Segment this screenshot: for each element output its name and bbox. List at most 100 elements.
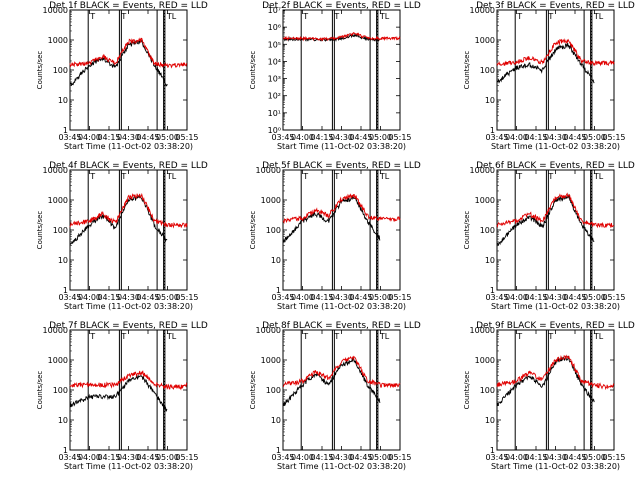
y-axis-label: Counts/sec: [36, 371, 44, 410]
y-tick-label: 10: [271, 256, 281, 265]
y-tick-label: 10: [58, 416, 68, 425]
x-axis-label: Start Time (11-Oct-02 03:38:20): [491, 142, 620, 151]
x-tick-label: 03:45: [485, 133, 508, 142]
marker-annotation: TL: [593, 332, 604, 341]
panel-title: Det 7f BLACK = Events, RED = LLD: [49, 321, 208, 331]
x-tick-label: 04:15: [524, 133, 547, 142]
series-events-line: [496, 355, 595, 407]
series-lld-line: [69, 370, 188, 391]
panel-title: Det 3f BLACK = Events, RED = LLD: [476, 1, 635, 11]
y-axis-label: Counts/sec: [36, 211, 44, 250]
series-events-line: [282, 195, 381, 244]
marker-annotation: T: [302, 12, 308, 21]
y-tick-label: 1000: [48, 196, 68, 205]
panel-8: Det 8f BLACK = Events, RED = LLD 1 10 100 10…: [249, 321, 421, 471]
x-axis-label: Start Time (11-Oct-02 03:38:20): [64, 462, 193, 471]
y-tick-label: 10⁷: [268, 6, 281, 15]
marker-annotation: TL: [166, 332, 177, 341]
x-tick-label: 04:15: [524, 453, 547, 462]
y-tick-label: 1000: [475, 356, 495, 365]
x-tick-label: 05:00: [583, 453, 606, 462]
marker-annotation: TL: [379, 332, 390, 341]
x-tick-label: 05:15: [175, 293, 198, 302]
plot-frame: [496, 169, 615, 291]
y-tick-label: 100: [266, 226, 281, 235]
y-tick-label: 100: [53, 66, 68, 75]
y-tick-label: 10⁰: [268, 126, 281, 135]
series-events-line: [282, 357, 381, 407]
series-lld-line: [283, 355, 401, 389]
x-tick-label: 04:30: [544, 133, 567, 142]
panel-title: Det 4f BLACK = Events, RED = LLD: [49, 161, 208, 171]
y-tick-label: 10000: [256, 166, 281, 175]
y-axis-label: Counts/sec: [463, 371, 471, 410]
x-tick-label: 04:30: [117, 453, 140, 462]
x-tick-label: 05:15: [175, 453, 198, 462]
plot-frame: [282, 329, 401, 451]
x-tick-label: 05:15: [388, 133, 411, 142]
y-tick-label: 10: [485, 416, 495, 425]
x-tick-label: 04:00: [78, 453, 101, 462]
marker-annotation: T: [89, 172, 95, 181]
marker-annotation: T: [333, 12, 339, 21]
marker-annotation: T: [302, 172, 308, 181]
x-tick-label: 04:30: [330, 293, 353, 302]
marker-annotation: T: [89, 332, 95, 341]
panel-title: Det 2f BLACK = Events, RED = LLD: [262, 1, 421, 11]
panel-4: Det 4f BLACK = Events, RED = LLD 1 10 100 10…: [36, 161, 208, 311]
y-tick-label: 1000: [475, 196, 495, 205]
series-lld-line: [496, 192, 615, 229]
x-axis-label: Start Time (11-Oct-02 03:38:20): [277, 142, 406, 151]
y-tick-label: 1000: [48, 356, 68, 365]
marker-annotation: T: [120, 172, 126, 181]
y-tick-label: 1000: [48, 36, 68, 45]
x-tick-label: 04:15: [97, 133, 120, 142]
x-tick-label: 05:15: [602, 453, 625, 462]
x-tick-label: 04:00: [78, 133, 101, 142]
series-lld-line: [69, 192, 188, 229]
marker-annotation: T: [516, 332, 522, 341]
y-tick-label: 10⁶: [268, 23, 281, 32]
x-tick-label: 04:45: [563, 453, 586, 462]
y-tick-label: 10000: [256, 326, 281, 335]
x-tick-label: 04:45: [136, 453, 159, 462]
marker-annotation: T: [547, 332, 553, 341]
plot-frame: [69, 169, 188, 291]
y-tick-label: 1: [63, 446, 68, 455]
series-events-line: [496, 42, 595, 84]
x-tick-label: 04:15: [310, 133, 333, 142]
y-tick-label: 1000: [475, 36, 495, 45]
y-tick-label: 1: [63, 286, 68, 295]
x-tick-label: 03:45: [58, 453, 81, 462]
x-tick-label: 04:45: [563, 293, 586, 302]
x-axis-label: Start Time (11-Oct-02 03:38:20): [64, 142, 193, 151]
x-tick-label: 03:45: [485, 293, 508, 302]
x-tick-label: 04:30: [330, 453, 353, 462]
y-tick-label: 10¹: [268, 109, 281, 118]
plot-frame: [282, 9, 401, 131]
series-events-line: [69, 194, 168, 246]
y-tick-label: 100: [480, 386, 495, 395]
x-tick-label: 03:45: [271, 133, 294, 142]
x-tick-label: 05:15: [175, 133, 198, 142]
x-tick-label: 04:45: [136, 133, 159, 142]
marker-annotation: T: [89, 12, 95, 21]
panel-title: Det 1f BLACK = Events, RED = LLD: [49, 1, 208, 11]
x-tick-label: 04:15: [97, 293, 120, 302]
x-tick-label: 04:30: [117, 293, 140, 302]
panel-3: Det 3f BLACK = Events, RED = LLD 1 10 100 10…: [463, 1, 635, 151]
x-tick-label: 04:00: [291, 293, 314, 302]
y-axis-label: Counts/sec: [463, 51, 471, 90]
y-tick-label: 10: [58, 96, 68, 105]
x-tick-label: 05:00: [369, 133, 392, 142]
marker-annotation: TL: [379, 12, 390, 21]
panel-2: Det 2f BLACK = Events, RED = LLD 10⁰ 10¹ 10…: [249, 1, 421, 151]
x-tick-label: 04:00: [505, 293, 528, 302]
x-tick-label: 04:00: [505, 453, 528, 462]
x-tick-label: 03:45: [58, 133, 81, 142]
panel-title: Det 6f BLACK = Events, RED = LLD: [476, 161, 635, 171]
x-tick-label: 03:45: [58, 293, 81, 302]
x-tick-label: 05:15: [602, 133, 625, 142]
y-tick-label: 10000: [43, 326, 68, 335]
